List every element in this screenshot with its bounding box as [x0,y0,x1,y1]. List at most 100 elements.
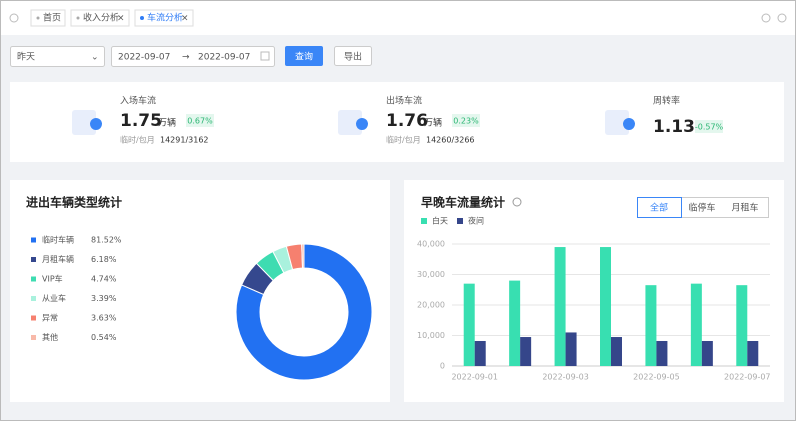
start-date[interactable]: 2022-09-07 [118,53,170,63]
x-tick-label: 2022-09-07 [724,373,771,382]
tab[interactable] [30,9,66,27]
query-button[interactable] [285,46,323,66]
tab[interactable] [70,9,130,27]
bar [611,337,622,366]
bar [600,247,611,366]
change-value: 0.23% [453,117,479,126]
bar [701,340,713,366]
tab-label[interactable]: 车流分析 [147,12,183,24]
legend-value: 0.54% [91,333,117,342]
change-badge [186,114,214,127]
stat-label: 入场车流 [120,95,156,107]
stat-icon-badge [90,118,102,130]
legend-label: 异常 [42,314,58,323]
chart-title: 进出车辆类型统计 [26,195,122,210]
tab[interactable] [134,9,194,27]
bar [520,337,532,366]
stat-unit: 万辆 [424,117,442,129]
bar [565,332,577,366]
stat-sub-value: 14260/3266 [426,136,475,145]
bar [554,247,566,366]
tab-close[interactable]: × [181,14,189,24]
stats-card [10,82,784,162]
stat-icon [605,110,629,135]
legend-value: 4.74% [91,275,117,284]
legend-label: 月租车辆 [42,254,74,264]
stat-icon [338,110,362,135]
stat-unit: 万辆 [158,117,176,129]
stat-label: 出场车流 [386,95,422,107]
legend-swatch [421,218,427,224]
active-tab[interactable] [637,197,682,218]
export-button[interactable] [334,46,372,66]
y-tick-label: 10,000 [417,331,445,340]
info-icon[interactable] [512,197,522,207]
x-tick-label: 2022-09-03 [542,373,589,382]
legend-label: 白天 [432,216,448,226]
stat-sub-value: 14291/3162 [160,136,209,145]
legend-label: VIP车 [42,274,63,284]
chart-tab[interactable]: 临停车 [688,202,715,214]
settings-icon[interactable] [777,13,787,23]
legend-label: 其他 [42,332,58,342]
bar [736,285,748,366]
y-tick-label: 20,000 [417,301,445,310]
legend-swatch [31,315,36,321]
y-tick-label: 40,000 [417,240,445,249]
bar [747,340,759,366]
chart-tab[interactable]: 全部 [650,202,668,214]
dropdown-arrow: ⌄ [91,53,99,63]
tab-label[interactable]: 收入分析 [83,12,119,24]
legend-swatch [457,218,463,224]
legend-value: 3.39% [91,294,117,303]
period-value[interactable]: 昨天 [17,51,35,63]
change-value: 0.67% [187,117,213,126]
stat-icon-badge [356,118,368,130]
stat-sub-label: 临时/包月 [386,135,421,145]
donut-slice [301,243,305,269]
bar [509,280,521,366]
end-date[interactable]: 2022-09-07 [198,53,250,63]
x-tick-label: 2022-09-05 [633,373,680,382]
bar [645,285,657,366]
legend-value: 81.52% [91,236,122,245]
tab-bar [1,1,795,35]
tab-label[interactable]: 首页 [43,12,61,24]
change-value: -0.57% [695,123,724,132]
legend-swatch [31,335,36,340]
refresh-icon[interactable] [761,13,771,23]
back-icon[interactable] [9,13,19,23]
stat-value: 1.13 [653,117,695,137]
legend-label: 夜间 [468,216,484,226]
legend-value: 6.18% [91,255,117,264]
change-badge [695,120,723,133]
bar [690,283,702,366]
chart-tab[interactable]: 月租车 [731,202,758,214]
donut-slice [235,243,373,381]
export-label[interactable]: 导出 [344,51,362,63]
stat-value: 1.75 [120,111,162,131]
tab-dot [36,16,40,20]
bar [463,283,475,366]
change-badge [452,114,480,127]
query-label[interactable]: 查询 [295,51,313,63]
stat-value: 1.76 [386,111,428,131]
bar [474,340,486,366]
legend-swatch [31,257,36,262]
period-select[interactable] [10,46,105,67]
date-range[interactable] [111,46,275,67]
legend-swatch [31,237,36,243]
x-tick-label: 2022-09-01 [451,373,498,382]
legend-label: 从业车 [42,293,66,303]
legend-value: 3.63% [91,314,117,323]
legend-swatch [31,276,36,282]
tab-close[interactable]: × [117,14,125,24]
legend-swatch [31,296,36,301]
tab-dot [76,16,80,20]
chart-title: 早晚车流量统计 [421,195,505,210]
bar [656,340,668,366]
range-arrow: → [182,53,190,63]
calendar-icon [260,51,270,61]
stat-icon [72,110,96,135]
